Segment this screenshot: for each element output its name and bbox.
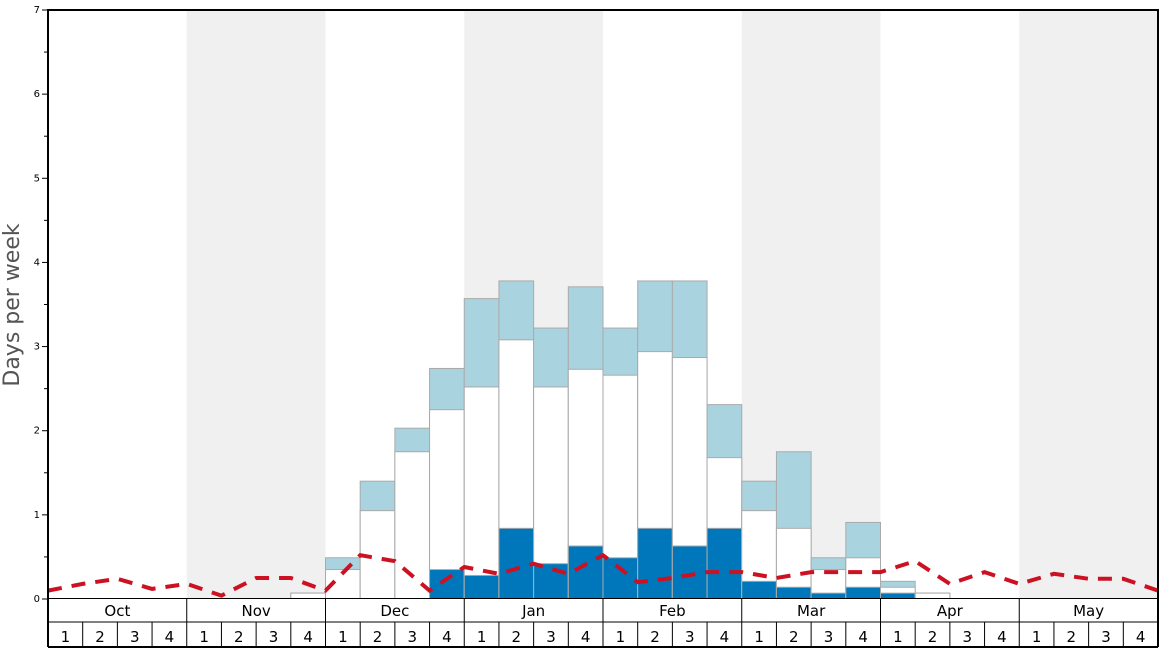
month-label-apr: Apr — [937, 602, 964, 620]
y-tick-label: 2 — [34, 426, 40, 437]
week-label: 4 — [720, 628, 730, 646]
week-label: 1 — [338, 628, 348, 646]
bar-white — [463, 386, 500, 600]
y-tick-label: 0 — [34, 594, 40, 605]
bar-dark — [567, 545, 604, 600]
week-label: 2 — [95, 628, 105, 646]
week-label: 2 — [650, 628, 660, 646]
week-label: 3 — [407, 628, 417, 646]
week-label: 1 — [754, 628, 764, 646]
bar-white — [429, 409, 465, 600]
dashed-series-line — [47, 552, 1159, 598]
bar-dark — [429, 569, 465, 600]
month-label-oct: Oct — [104, 602, 130, 620]
week-label: 4 — [165, 628, 175, 646]
week-label: 4 — [997, 628, 1007, 646]
line-layer — [47, 552, 1159, 598]
month-label-may: May — [1073, 602, 1104, 620]
week-label: 2 — [373, 628, 383, 646]
bar-dark — [637, 527, 673, 600]
y-tick-label: 1 — [34, 510, 40, 521]
week-label: 3 — [962, 628, 972, 646]
week-label: 1 — [616, 628, 626, 646]
bar-dark — [602, 557, 639, 600]
week-label: 2 — [789, 628, 799, 646]
week-label: 1 — [477, 628, 487, 646]
week-label: 1 — [199, 628, 209, 646]
month-label-feb: Feb — [659, 602, 686, 620]
bar-dark — [741, 580, 777, 600]
week-label: 3 — [130, 628, 140, 646]
week-label: 4 — [1136, 628, 1146, 646]
week-label: 4 — [442, 628, 452, 646]
bar-dark — [463, 574, 500, 600]
month-shade-may — [1019, 10, 1158, 599]
week-label: 3 — [1101, 628, 1111, 646]
week-label: 3 — [546, 628, 556, 646]
week-label: 1 — [61, 628, 71, 646]
month-label-jan: Jan — [521, 602, 545, 620]
bar-dark — [845, 586, 881, 600]
week-label: 2 — [512, 628, 522, 646]
week-label: 2 — [1067, 628, 1077, 646]
week-label: 3 — [685, 628, 695, 646]
y-axis-label: Days per week — [0, 223, 25, 386]
bars-layer — [290, 280, 951, 600]
month-label-mar: Mar — [797, 602, 826, 620]
y-axis: 0 1 2 3 4 5 6 7 — [34, 5, 48, 605]
week-label: 1 — [893, 628, 903, 646]
week-label: 3 — [269, 628, 279, 646]
y-tick-label: 4 — [34, 257, 40, 268]
bar-dark — [498, 527, 535, 600]
week-label: 3 — [824, 628, 834, 646]
week-label: 2 — [234, 628, 244, 646]
y-tick-label: 6 — [34, 89, 40, 100]
week-label: 4 — [581, 628, 591, 646]
bar-dark — [533, 563, 569, 600]
month-label-nov: Nov — [241, 602, 270, 620]
month-shade-nov — [186, 10, 326, 599]
y-tick-label: 7 — [34, 5, 40, 16]
week-label: 4 — [858, 628, 868, 646]
bar-dark — [775, 586, 812, 600]
week-label: 4 — [303, 628, 313, 646]
x-axis: Oct 1 2 3 4 Nov 1 2 3 4 Dec 1 2 3 4 Jan 1 2 3 4 Feb 1 2 3 4 Mar 1 2… — [47, 599, 1159, 648]
month-label-dec: Dec — [380, 602, 409, 620]
bar-dark — [706, 527, 743, 600]
week-label: 2 — [928, 628, 938, 646]
y-tick-label: 5 — [34, 173, 40, 184]
y-tick-label: 3 — [34, 342, 40, 353]
bar-dark — [671, 545, 708, 600]
week-label: 1 — [1032, 628, 1042, 646]
